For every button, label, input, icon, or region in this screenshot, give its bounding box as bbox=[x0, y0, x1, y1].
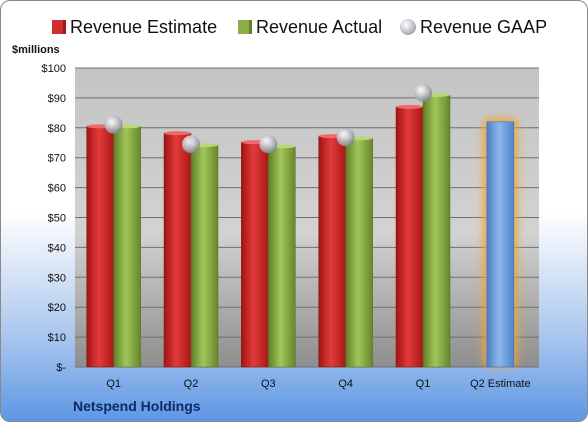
legend: Revenue Estimate Revenue Actual Revenue … bbox=[0, 16, 588, 40]
bar-revenue-estimate bbox=[318, 135, 346, 368]
legend-swatch-actual bbox=[238, 20, 252, 34]
legend-label-actual: Revenue Actual bbox=[256, 17, 383, 37]
bar-revenue-actual bbox=[422, 94, 451, 368]
bar-estimate-top bbox=[396, 104, 423, 109]
bar-revenue-estimate bbox=[395, 106, 424, 368]
bar-revenue-actual bbox=[345, 138, 373, 368]
y-tick-label: $80 bbox=[48, 123, 66, 135]
bar-q2-estimate bbox=[486, 121, 515, 368]
y-tick-label: $50 bbox=[48, 213, 66, 225]
x-tick-label: Q1 bbox=[106, 378, 121, 390]
y-tick-label: $60 bbox=[48, 183, 66, 195]
gridlines bbox=[75, 67, 539, 368]
x-tick-label: Q2 Estimate bbox=[470, 378, 531, 390]
x-axis-ticks: Q1 Q2 Q3 Q4 Q1 Q2 Estimate bbox=[106, 378, 530, 390]
x-tick-label: Q1 bbox=[416, 378, 431, 390]
y-tick-label: $90 bbox=[48, 93, 66, 105]
bars bbox=[86, 92, 518, 368]
legend-label-gaap: Revenue GAAP bbox=[420, 17, 548, 37]
y-tick-label: $- bbox=[56, 362, 66, 374]
y-tick-label: $70 bbox=[48, 153, 66, 165]
legend-marker-gaap-icon bbox=[400, 19, 416, 35]
y-tick-label: $20 bbox=[48, 302, 66, 314]
bar-revenue-actual bbox=[190, 144, 219, 368]
company-name: Netspend Holdings bbox=[73, 398, 201, 414]
legend-label-estimate: Revenue Estimate bbox=[70, 17, 218, 37]
y-tick-label: $10 bbox=[48, 332, 66, 344]
bar-revenue-actual bbox=[268, 146, 296, 368]
gaap-marker bbox=[336, 128, 355, 147]
bar-revenue-estimate bbox=[86, 126, 114, 368]
bar-revenue-estimate bbox=[163, 132, 192, 368]
y-axis-ticks: $- $10 $20 $30 $40 $50 $60 $70 $80 $90 $100 bbox=[42, 63, 67, 374]
x-tick-label: Q2 bbox=[184, 378, 199, 390]
bar-estimate-top bbox=[164, 131, 191, 136]
gaap-marker bbox=[259, 135, 278, 154]
legend-swatch-estimate bbox=[52, 20, 66, 34]
x-tick-label: Q4 bbox=[338, 378, 353, 390]
bar-revenue-estimate bbox=[241, 141, 269, 368]
y-tick-label: $100 bbox=[42, 63, 66, 75]
y-axis-units-label: $millions bbox=[12, 44, 60, 56]
gaap-marker bbox=[414, 83, 432, 102]
y-tick-label: $30 bbox=[48, 272, 66, 284]
y-tick-label: $40 bbox=[48, 242, 66, 254]
bar-revenue-actual bbox=[113, 126, 141, 368]
gaap-marker bbox=[182, 135, 200, 154]
x-tick-label: Q3 bbox=[261, 378, 276, 390]
gaap-marker bbox=[104, 115, 123, 134]
gaap-markers bbox=[104, 83, 432, 154]
